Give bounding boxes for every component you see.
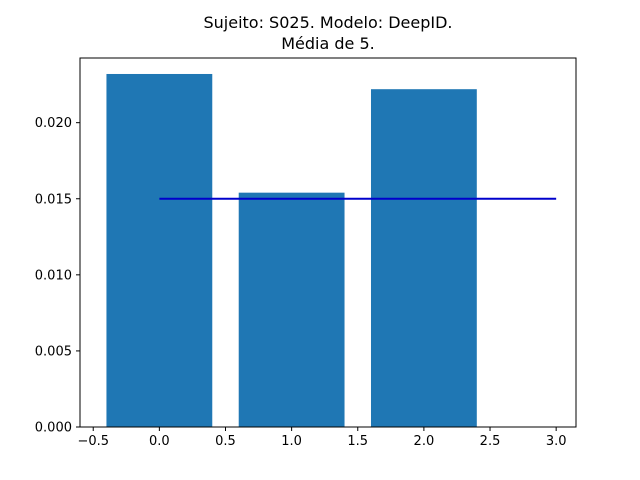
bar-2: [370, 89, 477, 427]
axes-frame: [79, 57, 577, 428]
bar-0: [106, 73, 213, 427]
x-tick-label-4: 1.5: [347, 434, 368, 449]
x-tick-label-6: 2.5: [480, 434, 501, 449]
x-tick-label-3: 1.0: [281, 434, 302, 449]
chart-title-line-2: Média de 5.: [281, 34, 375, 53]
y-tick-label-1: 0.005: [35, 344, 72, 359]
y-tick-label-4: 0.020: [35, 116, 72, 131]
chart-title-line-1: Sujeito: S025. Modelo: DeepID.: [203, 13, 452, 32]
plot-area: −0.5 0.0 0.5 1.0 1.5 2.0 2.5 3.0 0.000 0.005 0.010…: [35, 57, 577, 449]
x-tick-label-0: −0.5: [77, 434, 109, 449]
bar-1: [238, 192, 345, 427]
y-tick-label-2: 0.010: [35, 268, 72, 283]
y-tick-label-0: 0.000: [35, 421, 72, 436]
chart-title: Sujeito: S025. Modelo: DeepID. Média de …: [203, 13, 452, 53]
x-tick-label-2: 0.5: [215, 434, 236, 449]
x-tick-label-5: 2.0: [414, 434, 435, 449]
y-tick-label-3: 0.015: [35, 192, 72, 207]
x-tick-label-1: 0.0: [149, 434, 170, 449]
x-tick-label-7: 3.0: [546, 434, 567, 449]
